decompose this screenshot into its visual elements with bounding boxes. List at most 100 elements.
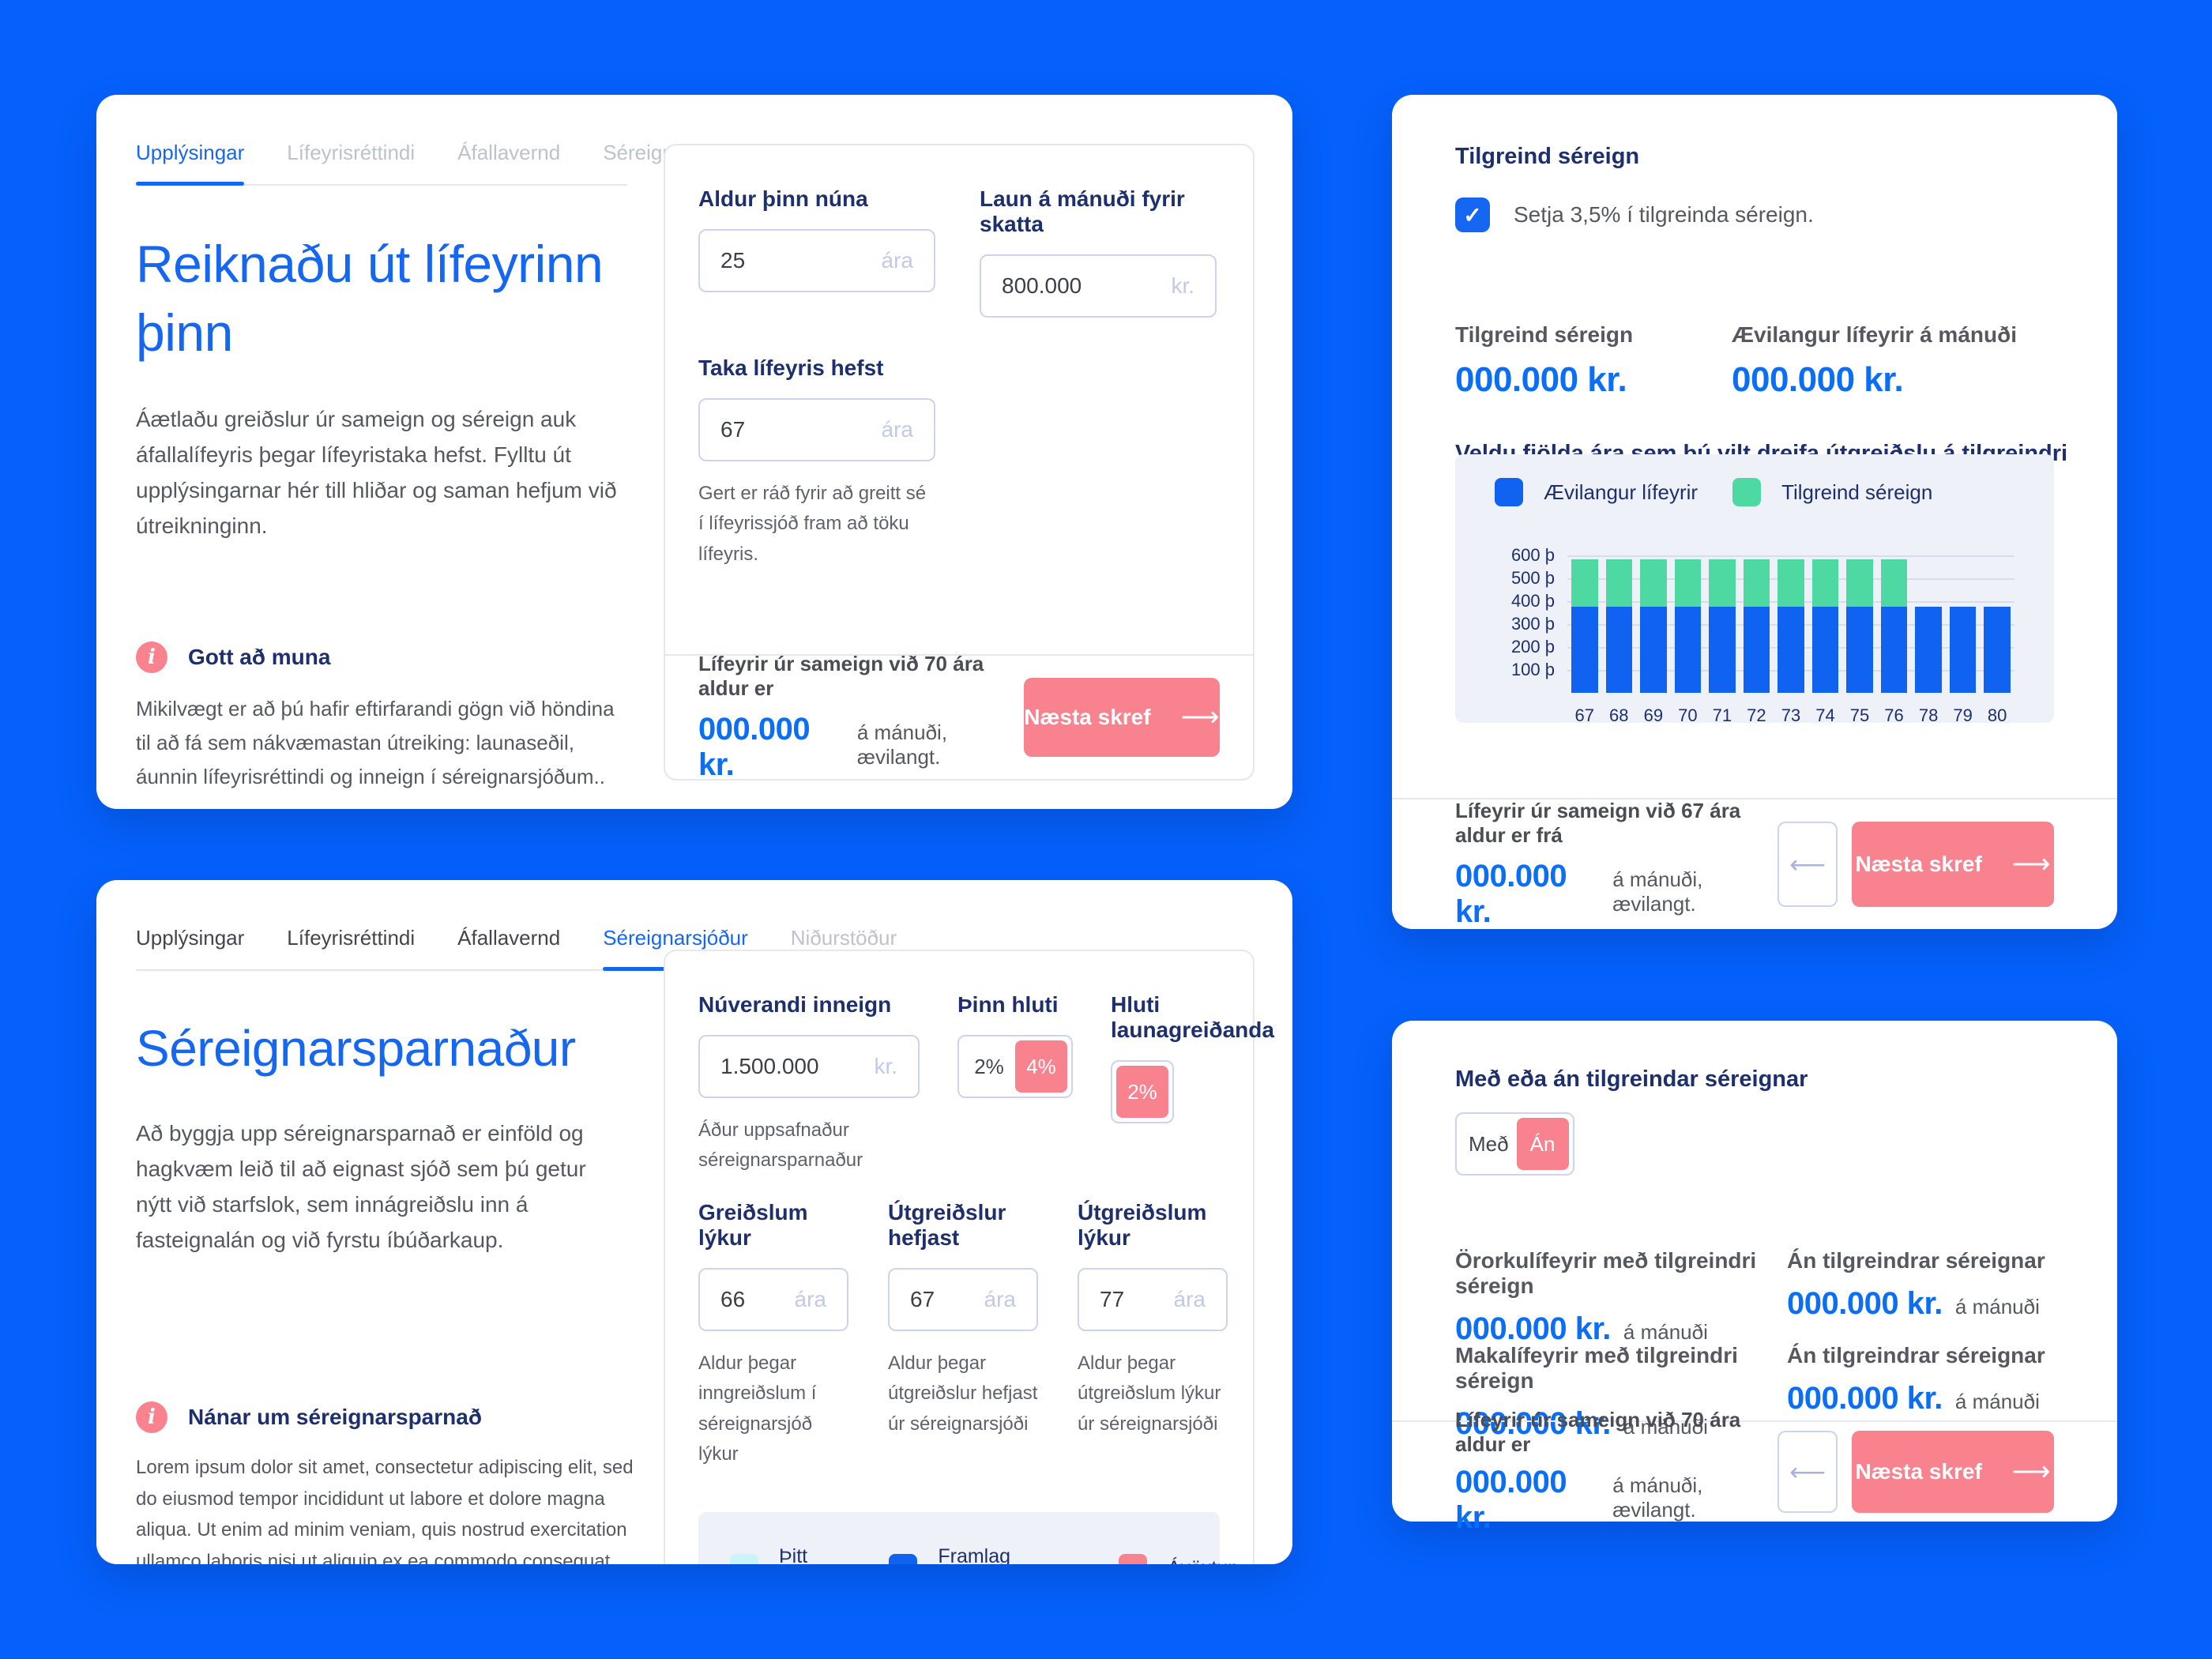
step-tabs: Upplýsingar Lífeyrisréttindi Áfallavernd… bbox=[136, 141, 897, 186]
x-axis-tick: 79 bbox=[1953, 705, 1973, 725]
y-axis-tick: 600 þ bbox=[1510, 544, 1555, 565]
tab-upplysingar[interactable]: Upplýsingar bbox=[136, 141, 245, 186]
pension-start-helper: Gert er ráð fyrir að greitt sé í lífeyri… bbox=[698, 483, 927, 565]
balance-value: 1.500.000 bbox=[720, 1054, 819, 1078]
x-axis-tick: 80 bbox=[1987, 705, 2007, 725]
payout-start-value: 67 bbox=[910, 1286, 935, 1311]
bar bbox=[1743, 546, 1770, 693]
y-axis-tick: 500 þ bbox=[1510, 567, 1555, 588]
pay-end-value: 66 bbox=[720, 1286, 746, 1311]
salary-suffix: kr. bbox=[1171, 273, 1194, 298]
y-axis-tick: 300 þ bbox=[1510, 613, 1555, 634]
x-axis-tick: 72 bbox=[1747, 705, 1766, 725]
stat-label: Án tilgreindrar séreignar bbox=[1787, 1248, 2045, 1273]
back-button[interactable]: ⟵ bbox=[1778, 1431, 1838, 1513]
next-step-label: Næsta skref bbox=[1024, 705, 1151, 729]
pension-start-field-group: Taka lífeyris hefst 67 ára Gert er ráð f… bbox=[698, 356, 935, 570]
next-step-label: Næsta skref bbox=[1855, 1459, 1982, 1484]
footer-summary: Lífeyrir úr sameign við 70 ára aldur er … bbox=[1455, 1408, 1778, 1536]
stat-value: 000.000 kr. bbox=[1787, 1381, 1943, 1416]
salary-input[interactable]: 800.000 kr. bbox=[980, 254, 1217, 318]
y-axis-tick: 400 þ bbox=[1510, 590, 1555, 611]
bars bbox=[1567, 546, 2014, 693]
tab-lifeyrisrettindi[interactable]: Lífeyrisréttindi bbox=[287, 141, 416, 164]
employer-share-label: Hluti launagreiðanda bbox=[1111, 992, 1274, 1042]
sereign-form-panel: Núverandi inneign 1.500.000 kr. Áður upp… bbox=[664, 950, 1274, 1564]
bar-xlabels: 67 68 69 70 71 72 73 74 75 76 78 79 80 bbox=[1567, 705, 2014, 726]
tab-afallavernd[interactable]: Áfallavernd bbox=[457, 141, 561, 164]
stat-label: Án tilgreindrar séreignar bbox=[1787, 1343, 2045, 1367]
next-step-button[interactable]: Næsta skref ⟶ bbox=[1852, 1431, 2054, 1513]
stat-value: 000.000 kr. bbox=[1455, 1406, 1611, 1441]
bar bbox=[1605, 546, 1633, 693]
next-step-button[interactable]: Næsta skref ⟶ bbox=[1023, 678, 1220, 757]
stat-after: á mánuði bbox=[1954, 1295, 2040, 1319]
legend-label-tilgreind: Tilgreind séreign bbox=[1781, 480, 1933, 504]
stat-aevilangur-label: Ævilangur lífeyrir á mánuði bbox=[1732, 322, 2017, 347]
pension-start-suffix: ára bbox=[881, 417, 913, 442]
stat-label: Örorkulífeyrir með tilgreindri séreign bbox=[1455, 1248, 1757, 1298]
back-button[interactable]: ⟵ bbox=[1778, 822, 1838, 907]
tab-lifeyrisrettindi[interactable]: Lífeyrisréttindi bbox=[287, 926, 416, 950]
footer-summary: Lífeyrir úr sameign við 70 ára aldur er … bbox=[698, 652, 1024, 783]
x-axis-tick: 69 bbox=[1643, 705, 1664, 725]
tab-nidurstodur[interactable]: Niðurstöður bbox=[790, 926, 897, 950]
bar bbox=[1709, 546, 1736, 693]
balance-input[interactable]: 1.500.000 kr. bbox=[698, 1035, 920, 1098]
x-axis-tick: 73 bbox=[1781, 705, 1801, 725]
x-axis-tick: 75 bbox=[1849, 705, 1870, 725]
result-footer: Lífeyrir úr sameign við 70 ára aldur er … bbox=[1392, 1408, 2117, 1535]
calc-form-panel: Aldur þinn núna 25 ára Laun á mánuði fyr… bbox=[664, 144, 1255, 783]
check-icon: ✓ bbox=[1463, 202, 1482, 228]
page-title: Reiknaðu út lífeyrinn þinn bbox=[136, 235, 604, 363]
payout-start-field-group: Útgreiðslur hefjast 67 ára Aldur þegar ú… bbox=[888, 1200, 1046, 1470]
stat-tilgreind: Tilgreind séreign 000.000 kr. bbox=[1455, 322, 1633, 400]
payout-end-label: Útgreiðslum lýkur bbox=[1078, 1199, 1207, 1250]
checkbox-checked[interactable]: ✓ bbox=[1455, 198, 1490, 232]
stat-maka-med: Makalífeyrir með tilgreindri séreign 000… bbox=[1455, 1343, 1787, 1442]
payout-end-field-group: Útgreiðslum lýkur 77 ára Aldur þegar útg… bbox=[1078, 1200, 1236, 1470]
arrow-left-icon: ⟵ bbox=[1789, 1458, 1826, 1486]
employer-share-chip[interactable]: 2% bbox=[1116, 1066, 1168, 1118]
legend-swatch-avoxtun bbox=[1118, 1554, 1147, 1564]
legend-swatch-tilgreind bbox=[1732, 478, 1762, 506]
age-label: Aldur þinn núna bbox=[698, 186, 868, 211]
page-title: Séreignarsparnaður bbox=[136, 1020, 576, 1077]
employer-share-field-group: Hluti launagreiðanda 2% bbox=[1111, 992, 1274, 1176]
footer-amount: 000.000 kr. bbox=[698, 712, 811, 782]
payout-start-suffix: ára bbox=[984, 1286, 1016, 1311]
toggle-option-med[interactable]: Með bbox=[1469, 1131, 1509, 1156]
your-share-field-group: Þinn hluti 2% 4% bbox=[957, 992, 1073, 1176]
toggle-option-an[interactable]: Án bbox=[1516, 1118, 1569, 1170]
checkbox-label: Setja 3,5% í tilgreinda séreign. bbox=[1514, 202, 1814, 227]
payout-start-input[interactable]: 67 ára bbox=[888, 1267, 1038, 1331]
your-share-segmented: 2% 4% bbox=[957, 1035, 1073, 1098]
your-share-option-4[interactable]: 4% bbox=[1015, 1040, 1067, 1093]
pay-end-input[interactable]: 66 ára bbox=[698, 1267, 848, 1331]
stat-aevilangur-value: 000.000 kr. bbox=[1732, 360, 1904, 399]
payout-end-input[interactable]: 77 ára bbox=[1078, 1267, 1228, 1331]
card-sereignarsparnadur: Upplýsingar Lífeyrisréttindi Áfallavernd… bbox=[96, 880, 1292, 1564]
step-tabs: Upplýsingar Lífeyrisréttindi Áfallavernd… bbox=[136, 926, 897, 971]
stat-after: á mánuði bbox=[1954, 1390, 2040, 1413]
info-note: i Nánar um séreignarsparnað Lorem ipsum … bbox=[136, 1401, 634, 1564]
arrow-right-icon: ⟶ bbox=[2011, 1457, 2051, 1487]
pension-start-value: 67 bbox=[720, 417, 746, 442]
stat-after: á mánuði bbox=[1623, 1415, 1708, 1439]
bar bbox=[1674, 546, 1702, 693]
legend-label-aevilangur: Ævilangur lífeyrir bbox=[1544, 480, 1698, 504]
pension-start-input[interactable]: 67 ára bbox=[698, 398, 935, 461]
payout-start-label: Útgreiðslur hefjast bbox=[888, 1199, 1006, 1250]
x-axis-tick: 68 bbox=[1609, 705, 1629, 725]
savings-area-chart: Þitt framlag Framlag launagreiðanda Ávöx… bbox=[698, 1512, 1239, 1564]
x-axis-tick: 74 bbox=[1815, 705, 1835, 725]
legend-label-avoxtun: Ávöxtun bbox=[1168, 1557, 1239, 1564]
age-input[interactable]: 25 ára bbox=[698, 229, 935, 292]
next-step-button[interactable]: Næsta skref ⟶ bbox=[1852, 822, 2054, 907]
bar bbox=[1846, 546, 1873, 693]
card-tilgreind-sereign: Tilgreind séreign ✓ Setja 3,5% í tilgrei… bbox=[1392, 95, 2117, 929]
tab-upplysingar[interactable]: Upplýsingar bbox=[136, 926, 245, 950]
tab-afallavernd[interactable]: Áfallavernd bbox=[457, 926, 561, 950]
your-share-option-2[interactable]: 2% bbox=[974, 1054, 1004, 1078]
x-axis-tick: 78 bbox=[1918, 705, 1939, 725]
